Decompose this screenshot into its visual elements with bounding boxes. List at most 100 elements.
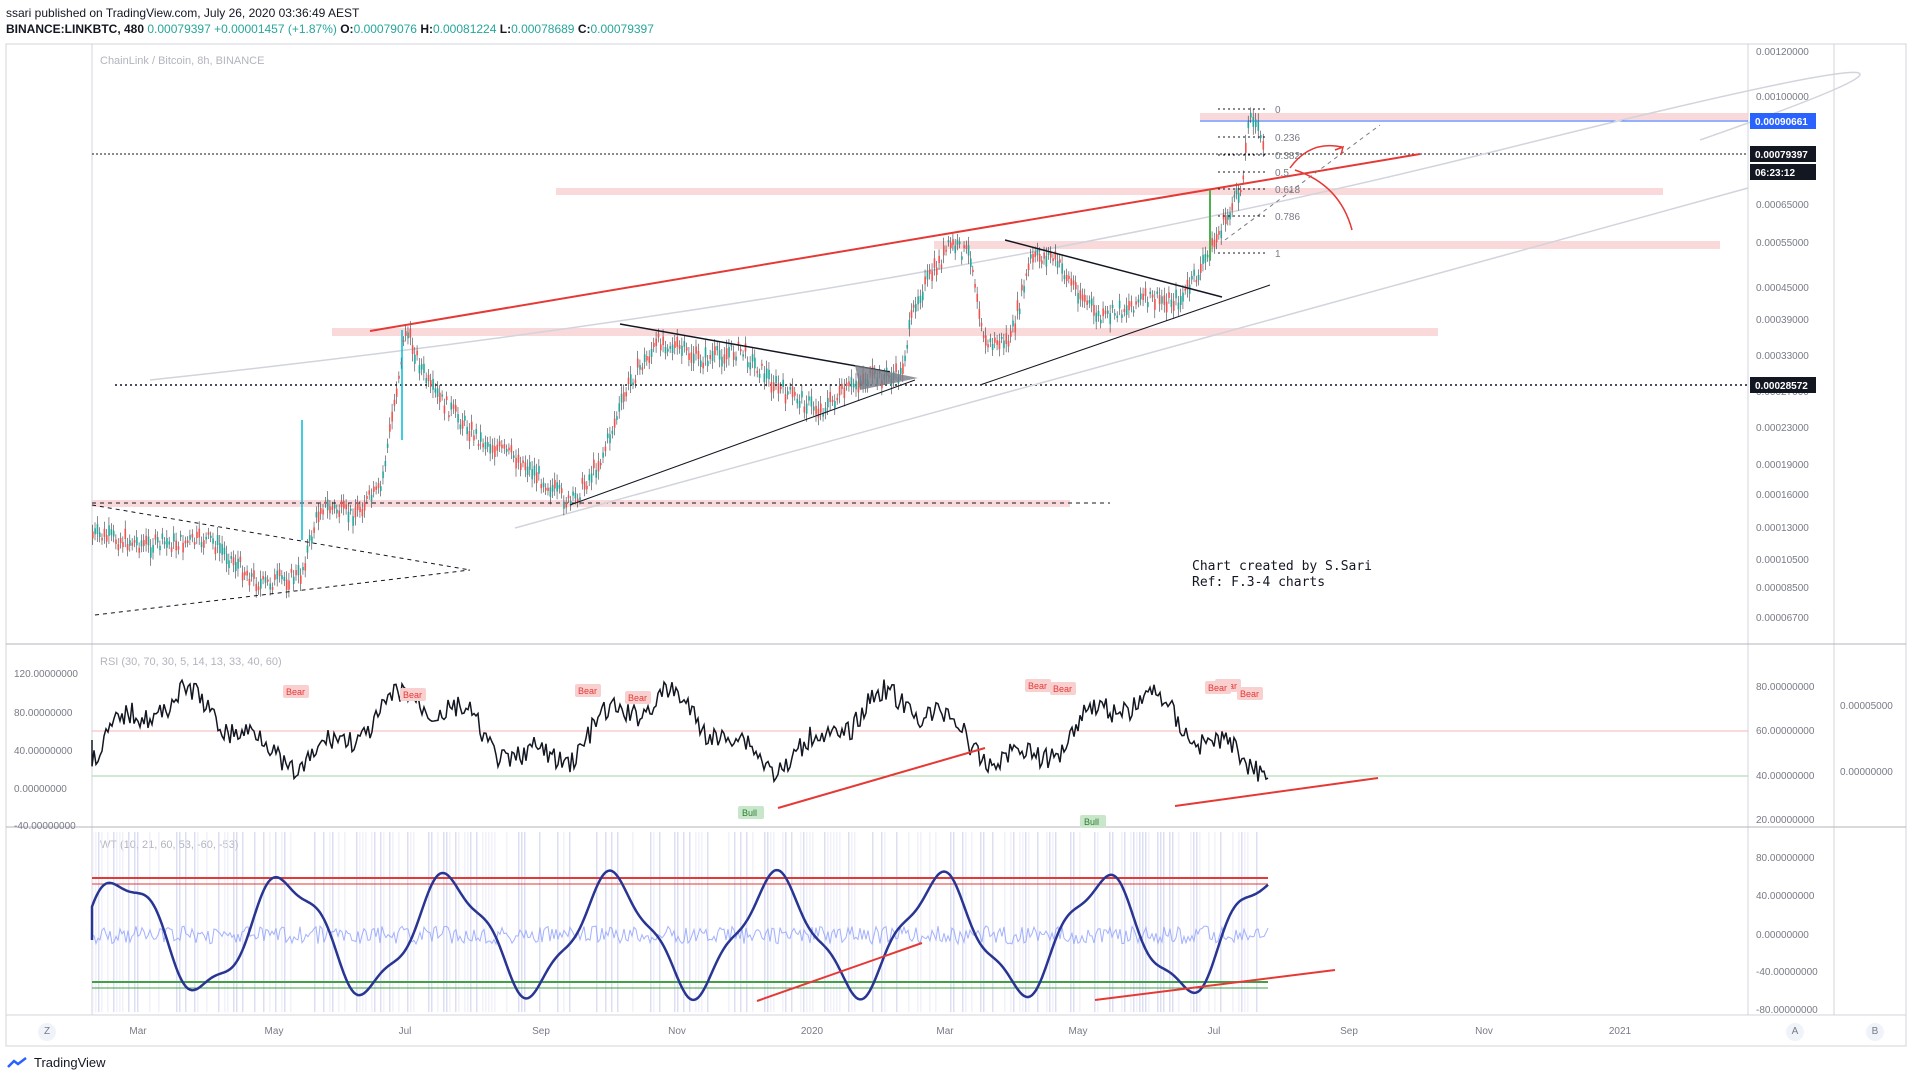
support-resistance-zones[interactable] xyxy=(92,113,1748,507)
time-axis-label: Mar xyxy=(129,1026,147,1037)
candle-body xyxy=(602,452,604,458)
candle-body xyxy=(1030,254,1032,259)
wt-bg-bar xyxy=(1142,832,1144,1012)
dashed-ascending-line[interactable] xyxy=(94,569,471,616)
resistance-zone-2[interactable] xyxy=(934,241,1720,249)
rsi-right-axis-label: 80.00000000 xyxy=(1756,682,1815,693)
candle-body xyxy=(1202,254,1204,264)
red-resistance-trendline[interactable] xyxy=(369,153,1421,332)
candle-body xyxy=(1000,336,1003,340)
candle-body xyxy=(803,406,806,413)
bear-label: Bear xyxy=(1208,683,1227,693)
candle-body xyxy=(1233,194,1236,198)
black-descending-trendline-2[interactable] xyxy=(1004,239,1223,298)
rsi-divergence-line-2[interactable] xyxy=(1174,777,1379,807)
time-axis-label: Sep xyxy=(532,1026,550,1037)
candle-body xyxy=(1125,305,1128,315)
fib-retracement[interactable]: 0 0.236 0.382 0.5 0.618 0.786 1 xyxy=(1218,105,1300,260)
candle-body xyxy=(398,375,400,379)
candle-body xyxy=(556,482,558,492)
wt-bg-bar xyxy=(962,832,964,1012)
wt-bg-bar xyxy=(836,832,838,1012)
candle-body xyxy=(716,346,719,351)
wt-divergence-line-1[interactable] xyxy=(756,942,923,1002)
black-ascending-trendline-1[interactable] xyxy=(569,379,916,506)
footer-brand[interactable]: TradingView xyxy=(6,1055,106,1070)
wt-bg-bar xyxy=(782,832,784,1012)
candle-body xyxy=(241,572,244,581)
wt-bg-bar xyxy=(839,832,841,1012)
candle-body xyxy=(219,543,221,554)
candle-body xyxy=(535,472,538,484)
candle-body xyxy=(405,331,407,337)
candle-body xyxy=(427,374,430,382)
candle-body xyxy=(963,245,965,248)
candle-body xyxy=(375,486,377,490)
candle-body xyxy=(1088,300,1091,304)
chart-note-line2[interactable]: Ref: F.3-4 charts xyxy=(1192,575,1325,590)
candle-body xyxy=(343,500,345,509)
wt-bg-bar xyxy=(1055,832,1057,1012)
candle-body xyxy=(494,446,496,458)
wt-bg-bar xyxy=(1244,832,1246,1012)
resistance-zone-top[interactable] xyxy=(1200,113,1748,120)
wt-bg-bar xyxy=(1220,832,1222,1012)
resistance-zone-1[interactable] xyxy=(556,188,1663,195)
candle-body xyxy=(223,547,226,555)
wt-bg-bar xyxy=(809,832,811,1012)
candle-body xyxy=(416,350,418,356)
wt-bg-bar xyxy=(323,832,325,1012)
wt-bg-bar xyxy=(1109,832,1111,1012)
time-axis[interactable]: Mar May Jul Sep Nov 2020 Mar May Jul Sep Nov 2021 xyxy=(129,1026,1631,1037)
z-button[interactable]: Z xyxy=(38,1023,56,1041)
dashed-projection-line[interactable] xyxy=(1224,124,1381,241)
wt-bg-bar xyxy=(281,832,283,1012)
candle-body xyxy=(980,322,983,327)
chart-note-line1[interactable]: Chart created by S.Sari xyxy=(1192,559,1372,574)
grey-trend-line[interactable] xyxy=(514,187,1749,529)
grey-trend-curve[interactable] xyxy=(149,71,1861,381)
red-arrow-down[interactable] xyxy=(1294,169,1353,231)
symbol-label[interactable]: BINANCE:LINKBTC, 480 xyxy=(6,22,145,36)
wt-bg-bar xyxy=(446,832,448,1012)
wt-bg-bar xyxy=(833,832,835,1012)
wt-bg-bar xyxy=(275,832,277,1012)
wt-divergence-line-2[interactable] xyxy=(1094,969,1336,1001)
wt-bg-bar xyxy=(134,832,136,1012)
candle-body xyxy=(466,426,468,435)
black-ascending-trendline-2[interactable] xyxy=(979,284,1271,386)
wt-bg-bar xyxy=(1010,832,1012,1012)
candle-body xyxy=(1184,288,1187,291)
candle-body xyxy=(496,444,499,451)
price-axis[interactable]: 0.00120000 0.00100000 0.00065000 0.00055000… xyxy=(1756,47,1809,624)
wt-bg-bar xyxy=(233,832,235,1012)
candle-body xyxy=(464,415,466,421)
candle-body xyxy=(434,388,437,393)
candle-body xyxy=(1242,175,1245,180)
candle-body xyxy=(1240,189,1242,193)
red-arrow-head xyxy=(1334,145,1345,156)
candle-body xyxy=(248,578,251,586)
wt-bg-bar xyxy=(650,832,652,1012)
wt-bg-bar xyxy=(431,832,433,1012)
candle-body xyxy=(761,363,763,366)
rsi-divergence-line-1[interactable] xyxy=(777,747,986,809)
red-arrow-up[interactable] xyxy=(1289,144,1343,169)
candle-body xyxy=(681,345,683,356)
b-button[interactable]: B xyxy=(1866,1023,1884,1041)
wt-bg-bar xyxy=(98,832,100,1012)
candle-body xyxy=(448,415,450,418)
candle-body xyxy=(1014,323,1017,333)
chart-frame xyxy=(5,43,1907,1047)
chart-canvas[interactable]: ChainLink / Bitcoin, 8h, BINANCE 00.2360… xyxy=(0,0,1911,1050)
close-value: 0.00079397 xyxy=(590,22,654,36)
black-descending-trendline-1[interactable] xyxy=(619,323,891,373)
wt-bg-bar xyxy=(632,832,634,1012)
candle-body xyxy=(445,396,448,401)
grey-triangle-pattern[interactable] xyxy=(855,365,918,390)
wt-axis-label: 0.00000000 xyxy=(1756,930,1809,941)
a-button[interactable]: A xyxy=(1786,1023,1804,1041)
candle-body xyxy=(112,530,115,537)
candle-body xyxy=(915,303,917,312)
resistance-zone-3[interactable] xyxy=(332,328,1438,336)
